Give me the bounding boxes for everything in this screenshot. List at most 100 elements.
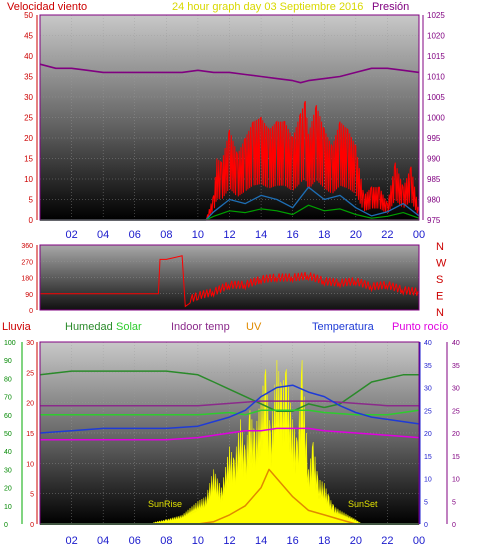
humidity-tick-label: 30 [26,340,34,347]
y-tick-label: 995 [427,134,441,143]
x-tick-label: 00 [413,229,425,241]
indoor-tick-label: 5 [452,499,456,506]
x-tick-label: 00 [413,535,425,547]
weather-plot-frame [39,341,420,525]
legend-rain: Lluvia [2,321,32,333]
sunset-label: SunSet [348,499,378,509]
x-tick-label: 04 [97,229,109,241]
rain-tick-label: 0 [4,522,8,529]
x-tick-label: 10 [192,535,204,547]
y-tick-label: 5 [29,196,34,205]
y-tick-label: 1020 [427,32,445,41]
x-tick-label: 14 [255,229,267,241]
y-tick-label: 0 [29,308,33,315]
wind-x-axis: 02 04 06 08 10 12 14 16 18 20 22 00 [65,229,425,241]
indoor-tick-label: 25 [452,408,460,415]
rain-tick-label: 50 [4,431,12,438]
legend-indoor-temp: Indoor temp [171,321,230,333]
x-tick-label: 08 [160,229,172,241]
y-tick-label: 985 [427,175,441,184]
x-tick-label: 04 [97,535,109,547]
rain-tick-label: 60 [4,413,12,420]
rain-tick-label: 80 [4,376,12,383]
weather-x-axis: 02 04 06 08 10 12 14 16 18 20 22 00 [65,535,425,547]
legend-solar: Solar [116,321,142,333]
x-tick-label: 20 [350,535,362,547]
compass-label: W [436,258,447,270]
rain-tick-label: 40 [4,449,12,456]
wind-left-axis: 0 5 10 15 20 25 30 35 40 45 50 [24,11,38,225]
humidity-tick-label: 5 [30,492,34,499]
indoor-tick-label: 15 [452,454,460,461]
legend-temperature: Temperatura [312,321,375,333]
y-tick-label: 20 [24,134,33,143]
y-tick-label: 990 [427,155,441,164]
y-tick-label: 975 [427,216,441,225]
x-tick-label: 12 [223,229,235,241]
x-tick-label: 12 [223,535,235,547]
legend-uv: UV [246,321,262,333]
rain-tick-label: 20 [4,486,12,493]
chart-title: 24 hour graph day 03 Septiembre 2016 [172,1,363,13]
temp-tick-label: 25 [424,408,432,415]
temp-tick-label: 30 [424,386,432,393]
indoor-tick-label: 0 [452,522,456,529]
y-tick-label: 360 [21,243,33,250]
y-tick-label: 180 [21,276,33,283]
y-tick-label: 50 [24,11,33,20]
direction-left-axis: 0 90 180 270 360 [21,243,38,315]
compass-label: N [436,307,444,319]
x-tick-label: 22 [381,229,393,241]
y-tick-label: 10 [24,175,33,184]
rain-tick-label: 30 [4,467,12,474]
y-tick-label: 45 [24,32,33,41]
indoor-tick-label: 40 [452,340,460,347]
y-tick-label: 1015 [427,52,445,61]
humidity-tick-label: 15 [26,431,34,438]
indoor-tick-label: 10 [452,477,460,484]
legend-dewpoint: Punto rocío [392,321,448,333]
series-wind-green [40,204,420,221]
temp-tick-label: 10 [424,477,432,484]
temp-tick-label: 20 [424,431,432,438]
y-tick-label: 35 [24,73,33,82]
humidity-tick-label: 20 [26,401,34,408]
series-punto-roc-o [40,427,420,441]
temp-tick-label: 0 [424,522,428,529]
y-tick-label: 1000 [427,114,445,123]
x-tick-label: 06 [129,229,141,241]
x-tick-label: 18 [318,535,330,547]
weather-axes: 0102030405060708090100051015202530051015… [4,340,460,529]
x-tick-label: 16 [287,535,299,547]
y-tick-label: 15 [24,155,33,164]
rain-tick-label: 10 [4,504,12,511]
humidity-tick-label: 0 [30,522,34,529]
rain-tick-label: 70 [4,395,12,402]
x-tick-label: 20 [350,229,362,241]
series-temperatura [39,384,420,434]
series-direction [40,255,420,308]
series-pressure [39,63,420,84]
series-humedad [39,370,419,412]
wind-speed-label: Velocidad viento [7,1,87,13]
direction-series [40,255,420,308]
series-indoor-temp [40,400,419,407]
series-wind-avg [40,186,420,221]
y-tick-label: 90 [25,292,33,299]
x-tick-label: 22 [381,535,393,547]
y-tick-label: 1010 [427,73,445,82]
x-tick-label: 16 [287,229,299,241]
y-tick-label: 270 [21,259,33,266]
x-tick-label: 02 [65,535,77,547]
compass-label: S [436,274,443,286]
y-tick-label: 0 [29,216,34,225]
compass-label: N [436,241,444,253]
pressure-right-axis: 975 980 985 990 995 1000 1005 1010 1015 1020 1025 [422,11,445,225]
y-tick-label: 30 [24,93,33,102]
indoor-tick-label: 20 [452,431,460,438]
legend-humidity: Humedad [65,321,113,333]
y-tick-label: 1025 [427,11,445,20]
wind-plot-frame [39,14,420,221]
